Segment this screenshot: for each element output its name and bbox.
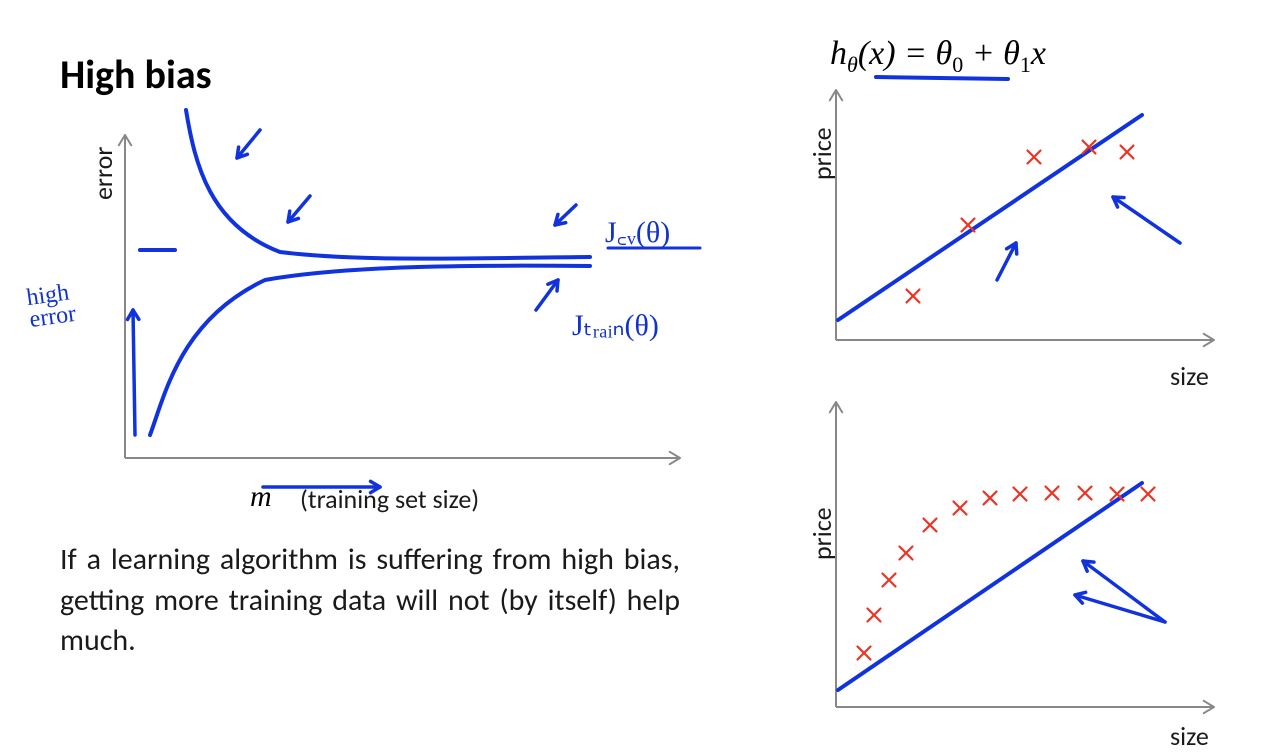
scatter-plot-many-points bbox=[0, 0, 1272, 748]
scatter2-x-label: size bbox=[1170, 720, 1209, 752]
scatter2-y-label: price bbox=[806, 507, 838, 560]
